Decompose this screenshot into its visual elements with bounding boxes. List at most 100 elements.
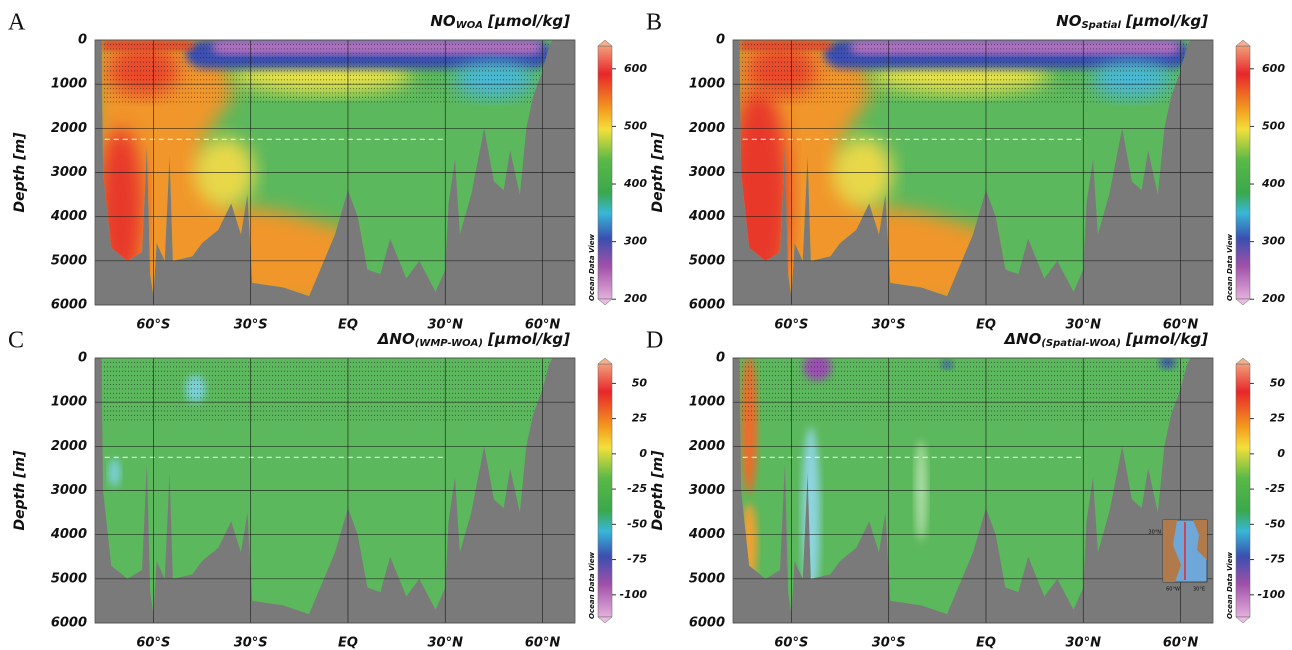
y-tick-label: 3000 [51, 165, 87, 180]
y-tick-label: 3000 [689, 165, 725, 180]
colorbar-tick-label: 50 [632, 376, 648, 389]
colorbar-tick-label: 600 [624, 62, 647, 75]
y-tick-label: 0 [716, 351, 725, 366]
x-tick-label: 60°S [136, 636, 170, 650]
title-unit: [µmol/kg] [487, 330, 570, 348]
y-axis-label: Depth [m] [12, 450, 28, 531]
colorbar-cap [597, 39, 613, 47]
inset-label: 30°E [1193, 587, 1205, 593]
surface-red [739, 40, 831, 50]
y-tick-label: 1000 [689, 77, 725, 92]
title-unit: [µmol/kg] [1125, 330, 1208, 348]
colorbar-tick-label: 400 [623, 177, 647, 190]
y-tick-label: 4000 [50, 209, 87, 224]
panel: 0 1000 2000 3000 4000 5000 6000 60°S 30°S EQ 30°N 6… [8, 328, 647, 650]
colorbar-cap [1235, 357, 1251, 365]
inset-land [1163, 520, 1181, 582]
x-tick-label: 60°N [525, 318, 561, 333]
y-axis-label: Depth [m] [650, 132, 666, 213]
purple-layer [211, 40, 543, 55]
colorbar-tick-label: 0 [1277, 447, 1285, 460]
surface-red [101, 40, 193, 50]
x-tick-label: 60°S [774, 318, 808, 333]
panel-letter: A [8, 10, 26, 36]
colorbar-cap [1235, 39, 1251, 47]
title-main: NO [1056, 12, 1082, 30]
colorbar-tick-label: -50 [627, 517, 647, 530]
warm-region [101, 40, 348, 297]
chart-title: ΔNO(WMP-WOA) [µmol/kg] [377, 330, 570, 350]
y-tick-label: 0 [78, 33, 87, 48]
y-tick-label: 6000 [689, 298, 725, 313]
x-tick-label: 60°S [136, 318, 170, 333]
x-tick-label: 30°N [428, 636, 464, 650]
colorbar [597, 45, 613, 300]
y-tick-label: 2000 [689, 439, 725, 454]
x-tick-label: 30°S [872, 636, 906, 650]
colorbar-tick-label: 25 [1270, 412, 1286, 425]
y-tick-label: 2000 [689, 121, 725, 136]
y-tick-label: 5000 [689, 571, 725, 586]
x-tick-label: 60°N [1163, 318, 1199, 333]
colorbar-tick-label: 500 [1262, 119, 1285, 132]
inset-land [1193, 520, 1207, 560]
colorbar-tick-label: 50 [1270, 376, 1286, 389]
y-tick-label: 1000 [51, 77, 87, 92]
sample-dots [101, 361, 553, 421]
chart-title: NOWOA [µmol/kg] [430, 12, 570, 32]
colorbar-cap [1235, 616, 1251, 624]
y-tick-label: 0 [78, 351, 87, 366]
x-tick-label: EQ [976, 318, 996, 333]
title-unit: [µmol/kg] [487, 12, 570, 30]
y-tick-label: 6000 [689, 616, 725, 631]
y-tick-label: 1000 [51, 395, 87, 410]
sample-dots [101, 43, 553, 103]
watermark: Ocean Data View [588, 234, 596, 301]
y-tick-label: 2000 [51, 121, 87, 136]
colorbar-cap [597, 357, 613, 365]
y-tick-label: 5000 [689, 253, 725, 268]
colorbar-cap [597, 298, 613, 306]
colorbar-tick-label: -100 [619, 588, 647, 601]
title-sub: (Spatial-WOA) [1041, 338, 1121, 349]
colorbar-tick-label: 200 [1262, 292, 1285, 305]
colorbar-tick-label: -100 [1257, 588, 1285, 601]
x-tick-label: 30°N [1066, 318, 1102, 333]
colorbar-tick-label: 200 [624, 292, 647, 305]
colorbar-tick-label: 25 [632, 412, 648, 425]
panel-letter: C [8, 328, 24, 354]
colorbar-tick-label: 400 [1261, 177, 1285, 190]
panel: 0 1000 2000 3000 4000 5000 6000 60°S 30°S EQ 30°N 6… [646, 328, 1285, 650]
title-sub: WOA [456, 20, 483, 31]
colorbar-tick-label: 300 [1262, 235, 1285, 248]
colorbar-tick-label: -25 [627, 482, 647, 495]
watermark: Ocean Data View [1226, 234, 1234, 301]
anomaly-blue [941, 360, 954, 369]
colorbar [1235, 363, 1251, 618]
colorbar-cap [597, 616, 613, 624]
x-tick-label: 30°S [234, 318, 268, 333]
x-tick-label: EQ [338, 318, 358, 333]
anomaly [108, 458, 121, 487]
colorbar-tick-label: -25 [1265, 482, 1285, 495]
y-tick-label: 5000 [51, 571, 87, 586]
colorbar-tick-label: -50 [1265, 517, 1285, 530]
panel: 0 1000 2000 3000 4000 5000 6000 60°S 30°S EQ 30°N 6… [8, 10, 647, 333]
x-tick-label: EQ [976, 636, 996, 650]
y-tick-label: 0 [716, 33, 725, 48]
x-tick-label: 30°N [428, 318, 464, 333]
colorbar-tick-label: 0 [639, 447, 647, 460]
purple-layer [849, 40, 1181, 55]
colorbar-cap [1235, 298, 1251, 306]
colorbar-tick-label: 300 [624, 235, 647, 248]
y-tick-label: 3000 [51, 483, 87, 498]
y-tick-label: 6000 [51, 616, 87, 631]
y-tick-label: 2000 [51, 439, 87, 454]
y-tick-label: 3000 [689, 483, 725, 498]
title-unit: [µmol/kg] [1125, 12, 1208, 30]
title-main: ΔNO [1003, 330, 1041, 348]
y-tick-label: 6000 [51, 298, 87, 313]
plot-frame [732, 39, 1214, 306]
inset-label: 30°N [1148, 530, 1161, 536]
x-tick-label: 30°S [872, 318, 906, 333]
